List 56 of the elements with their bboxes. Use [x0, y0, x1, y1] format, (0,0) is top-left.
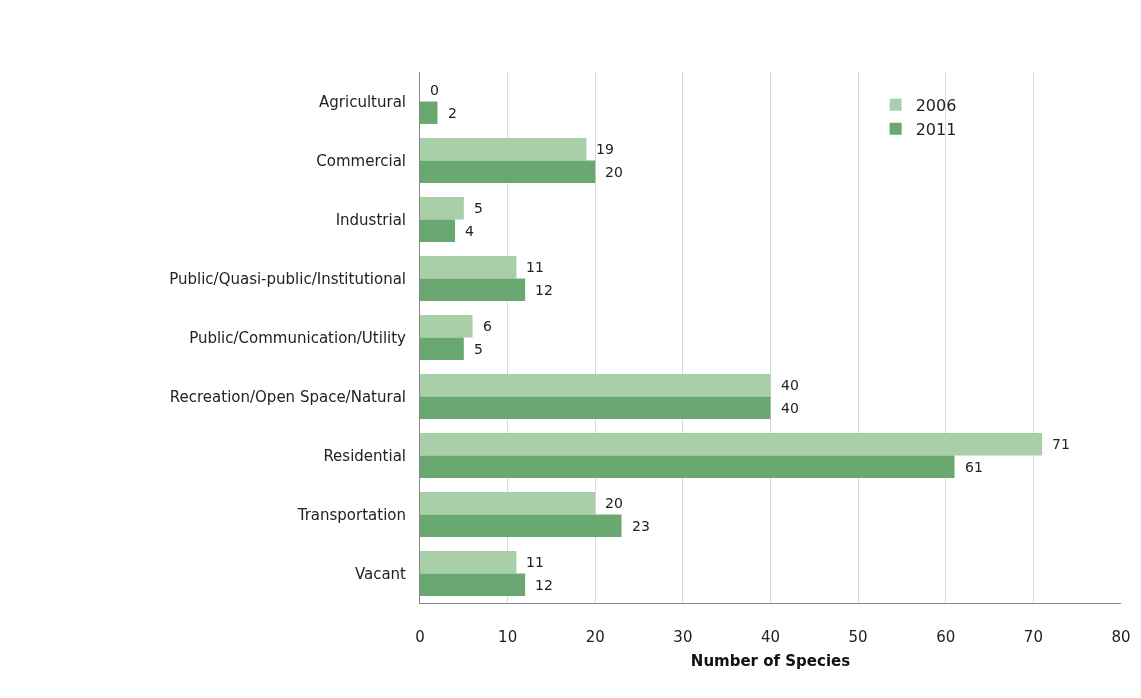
x-tick-label: 10 [498, 628, 518, 646]
bar [420, 138, 587, 161]
legend-label: 2011 [915, 119, 957, 139]
bar [420, 433, 1043, 456]
y-tick-label: Agricultural [319, 92, 406, 111]
data-label: 6 [483, 318, 492, 334]
bar [420, 374, 771, 397]
legend-label: 2006 [915, 96, 957, 116]
bar [420, 197, 464, 220]
data-label: 61 [965, 459, 983, 475]
data-label: 2 [448, 105, 457, 121]
bar [420, 256, 517, 279]
y-tick-label: Recreation/Open Space/Natural [169, 387, 406, 406]
bar [420, 101, 438, 124]
x-tick-label: 40 [760, 628, 781, 646]
bar [420, 278, 526, 301]
data-label: 40 [781, 377, 799, 393]
data-label: 0 [430, 82, 439, 98]
y-tick-label: Commercial [316, 151, 406, 170]
x-tick-label: 80 [1111, 628, 1131, 646]
data-label: 5 [474, 200, 483, 216]
y-tick-label: Public/Quasi-public/Institutional [169, 269, 406, 288]
data-label: 20 [605, 495, 623, 511]
data-label: 4 [465, 223, 474, 239]
data-label: 12 [535, 282, 553, 298]
bar [420, 514, 622, 537]
y-tick-label: Residential [323, 446, 406, 465]
x-axis-title: Number of Species [690, 652, 851, 670]
y-tick-label: Industrial [335, 210, 406, 229]
data-label: 11 [526, 259, 544, 275]
data-label: 23 [632, 518, 650, 534]
data-label: 12 [535, 577, 553, 593]
data-label: 20 [605, 164, 623, 180]
bar [420, 551, 517, 574]
data-label: 71 [1052, 436, 1070, 452]
data-label: 11 [526, 554, 544, 570]
bar [420, 573, 526, 596]
x-tick-label: 50 [848, 628, 868, 646]
x-tick-label: 70 [1023, 628, 1043, 646]
bar [420, 455, 955, 478]
bar [420, 492, 596, 515]
data-label: 40 [781, 400, 799, 416]
y-tick-label: Public/Communication/Utility [189, 328, 407, 347]
data-label: 19 [596, 141, 614, 157]
y-tick-label: Transportation [296, 505, 406, 524]
x-tick-label: 0 [415, 628, 425, 646]
bar [420, 396, 771, 419]
x-tick-label: 60 [936, 628, 956, 646]
bar [420, 219, 456, 242]
bar [420, 315, 473, 338]
data-label: 5 [474, 341, 483, 357]
bar [420, 160, 596, 183]
x-tick-label: 30 [673, 628, 693, 646]
x-tick-label: 20 [585, 628, 605, 646]
y-tick-label: Vacant [354, 564, 407, 583]
bar [420, 337, 464, 360]
